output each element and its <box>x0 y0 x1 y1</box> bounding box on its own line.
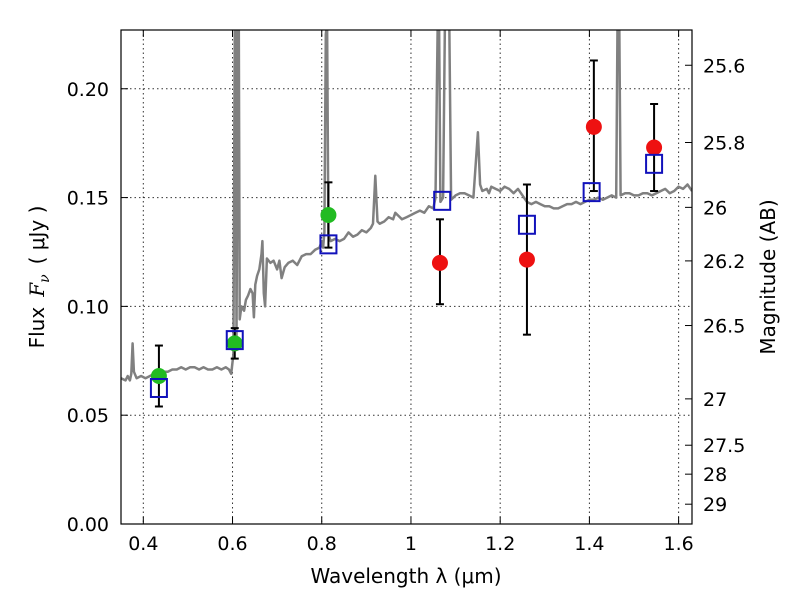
plot-area <box>121 30 692 408</box>
x-tick-label: 0.4 <box>128 533 158 555</box>
red-data-point <box>646 139 663 156</box>
y-axis-label-subscript: ν <box>37 274 53 283</box>
y-tick-label: 0.20 <box>67 79 109 101</box>
green-data-point <box>320 206 337 223</box>
x-axis-label: Wavelength λ (μm) <box>310 564 501 588</box>
green-data-point <box>226 335 243 352</box>
model-square-point <box>319 234 338 255</box>
x-tick-label: 1 <box>405 533 417 555</box>
y-tick-label: 0.00 <box>67 514 109 536</box>
model-square-point <box>645 153 664 174</box>
y2-tick-label: 29 <box>703 494 727 516</box>
model-square-point <box>225 330 244 351</box>
model-square-point <box>582 182 601 203</box>
y-tick-label: 0.15 <box>67 188 109 210</box>
red-data-point <box>431 254 448 271</box>
y-tick-label: 0.05 <box>67 405 109 427</box>
plot-frame <box>120 29 693 525</box>
x-tick-label: 1.6 <box>664 533 694 555</box>
y-axis-label: Flux Fν ( μJy ) <box>25 206 53 349</box>
x-tick-label: 1.2 <box>485 533 515 555</box>
y2-tick-label: 27.5 <box>703 435 745 457</box>
y2-tick-label: 25.8 <box>703 133 745 155</box>
y-axis-label-prefix: Flux <box>25 307 49 349</box>
x-tick-label: 0.6 <box>217 533 247 555</box>
y2-tick-label: 28 <box>703 464 727 486</box>
model-square-point <box>149 377 168 398</box>
y2-tick-label: 27 <box>703 389 727 411</box>
green-data-point <box>150 368 167 385</box>
y-axis-label-units: ( μJy ) <box>25 206 49 265</box>
y2-tick-label: 26.5 <box>703 316 745 338</box>
model-square-point <box>517 214 536 235</box>
x-tick-label: 1.4 <box>574 533 604 555</box>
y2-tick-label: 25.6 <box>703 55 745 77</box>
y2-tick-label: 26.2 <box>703 251 745 273</box>
y-tick-label: 0.10 <box>67 296 109 318</box>
grid-lines <box>121 30 692 525</box>
spectrum-line <box>121 30 692 382</box>
y-axis-label-symbol: F <box>25 282 49 298</box>
model-square-point <box>433 190 452 211</box>
x-tick-label: 0.8 <box>307 533 337 555</box>
red-data-point <box>585 118 602 135</box>
y2-tick-label: 26 <box>703 197 727 219</box>
red-data-point <box>518 251 535 268</box>
axis-ticks: 0.4 0.6 0.8 1 1.2 1.4 1.6 0.00 0.05 0.10 0.15 0.20 2… <box>67 30 745 555</box>
y2-axis-label: Magnitude (AB) <box>756 199 780 354</box>
